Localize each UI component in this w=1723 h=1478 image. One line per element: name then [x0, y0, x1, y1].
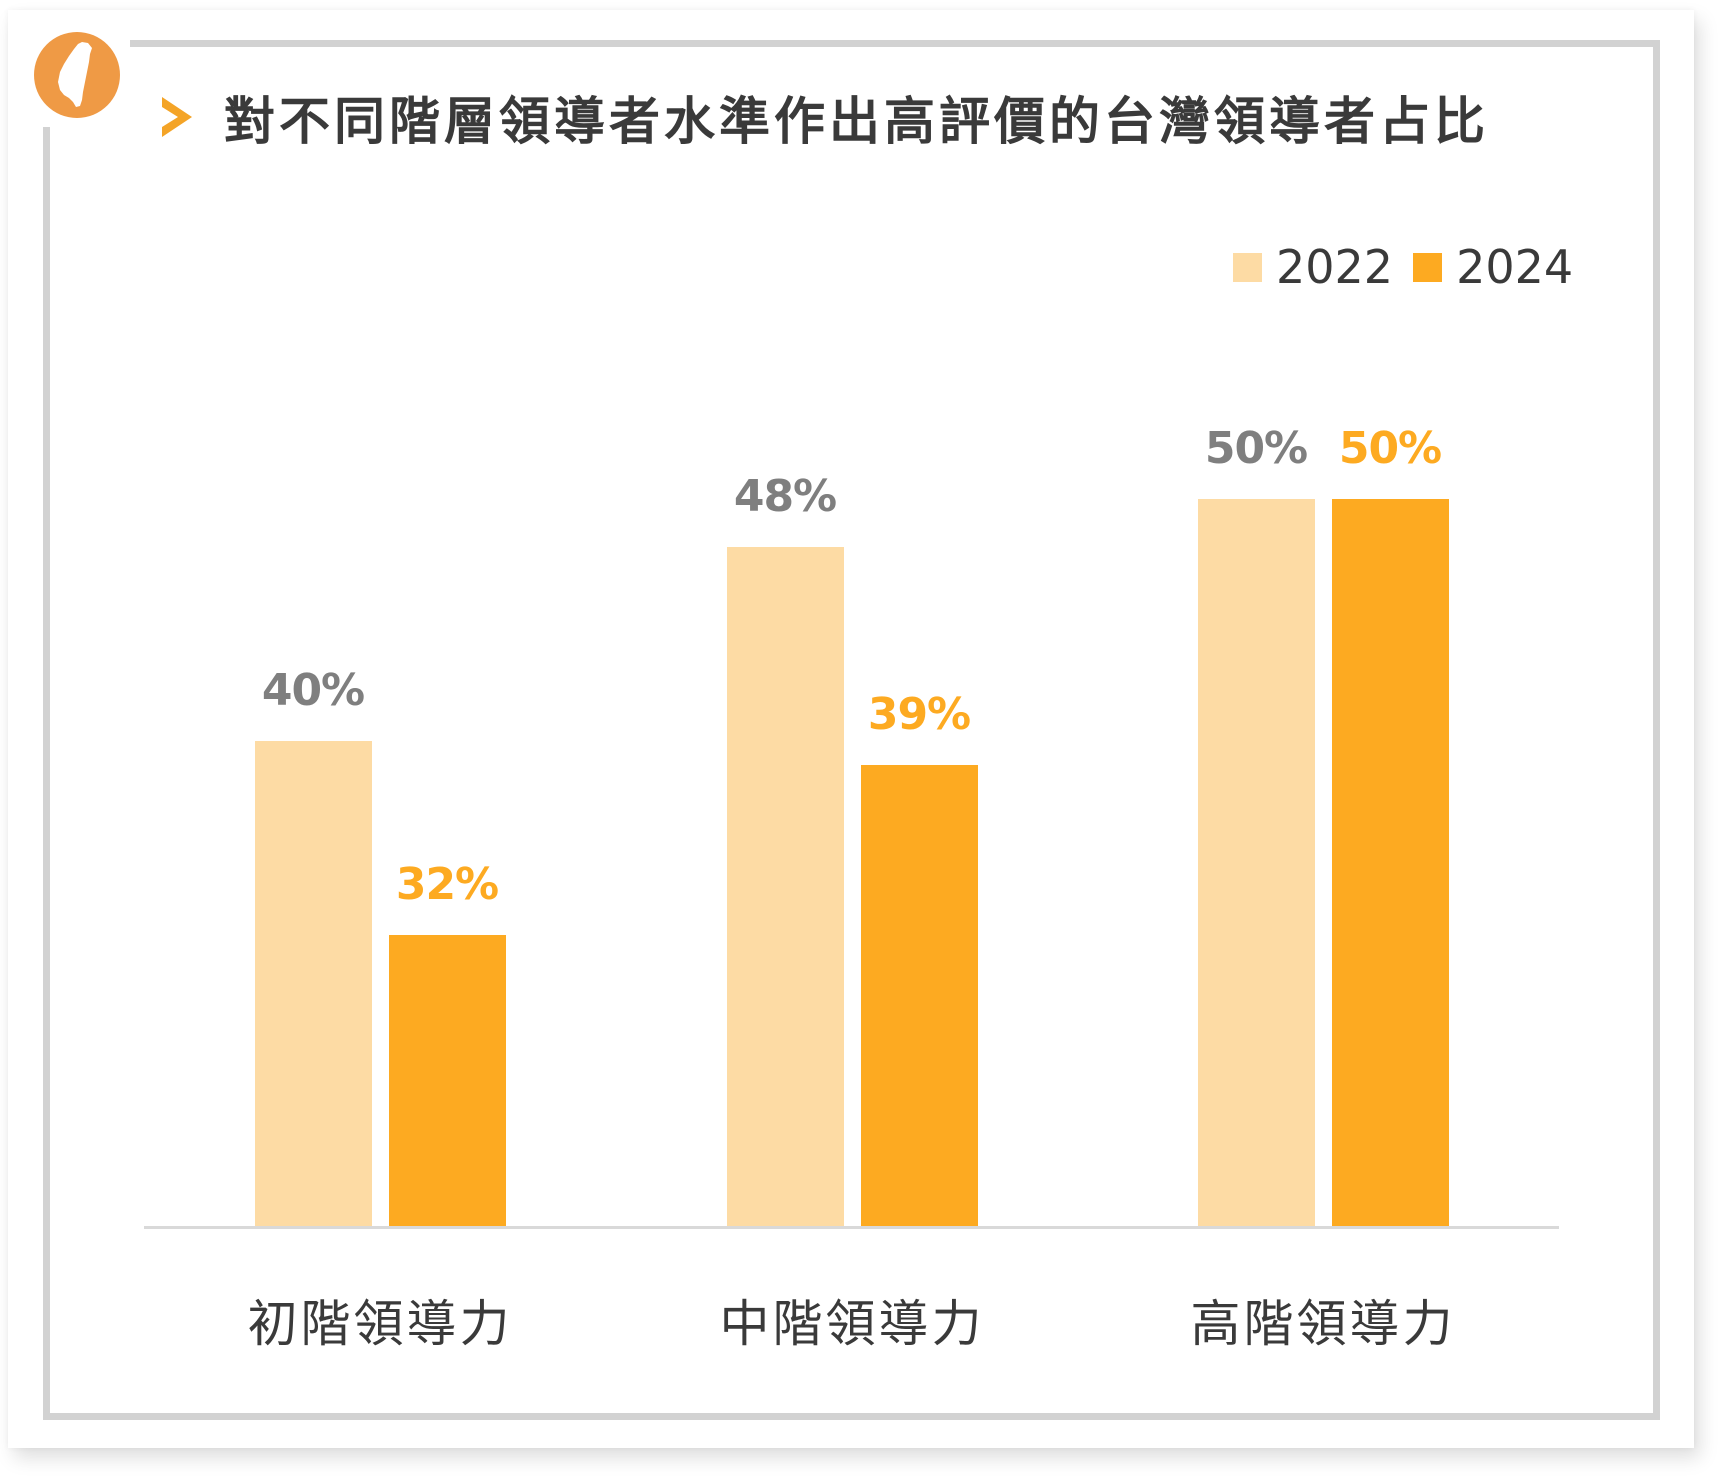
bar-2024-cat0	[388, 935, 506, 1226]
frame-border-left	[43, 127, 50, 1420]
taiwan-island-shape	[58, 42, 92, 107]
category-label: 高階領導力	[1190, 1295, 1456, 1353]
chevron-right-icon	[162, 97, 192, 137]
legend-item-2024: 2024	[1413, 240, 1573, 294]
chart-header: 對不同階層領導者水準作出高評價的台灣領導者占比	[160, 82, 1489, 152]
bar-2022-cat2	[1197, 498, 1315, 1226]
legend-label-2022: 2022	[1276, 240, 1394, 294]
category-label: 中階領導力	[719, 1295, 985, 1353]
legend-label-2024: 2024	[1456, 240, 1574, 294]
chart-title: 對不同階層領導者水準作出高評價的台灣領導者占比	[224, 93, 1490, 152]
frame-border-right	[1653, 40, 1660, 1420]
bar-2022-cat0	[254, 741, 372, 1226]
bar-2024-cat2	[1331, 498, 1449, 1226]
bar-2022-cat1	[726, 547, 844, 1226]
category-label: 初階領導力	[247, 1295, 513, 1353]
legend-swatch-2024	[1413, 252, 1443, 282]
taiwan-map-icon	[34, 32, 120, 118]
chart-legend: 2022 2024	[1233, 240, 1593, 294]
frame-border-top	[130, 40, 1660, 47]
legend-item-2022: 2022	[1233, 240, 1393, 294]
bar-2024-cat1	[860, 765, 978, 1226]
x-axis-line	[144, 1226, 1559, 1229]
frame-border-bottom	[43, 1413, 1660, 1420]
legend-swatch-2022	[1233, 252, 1262, 282]
